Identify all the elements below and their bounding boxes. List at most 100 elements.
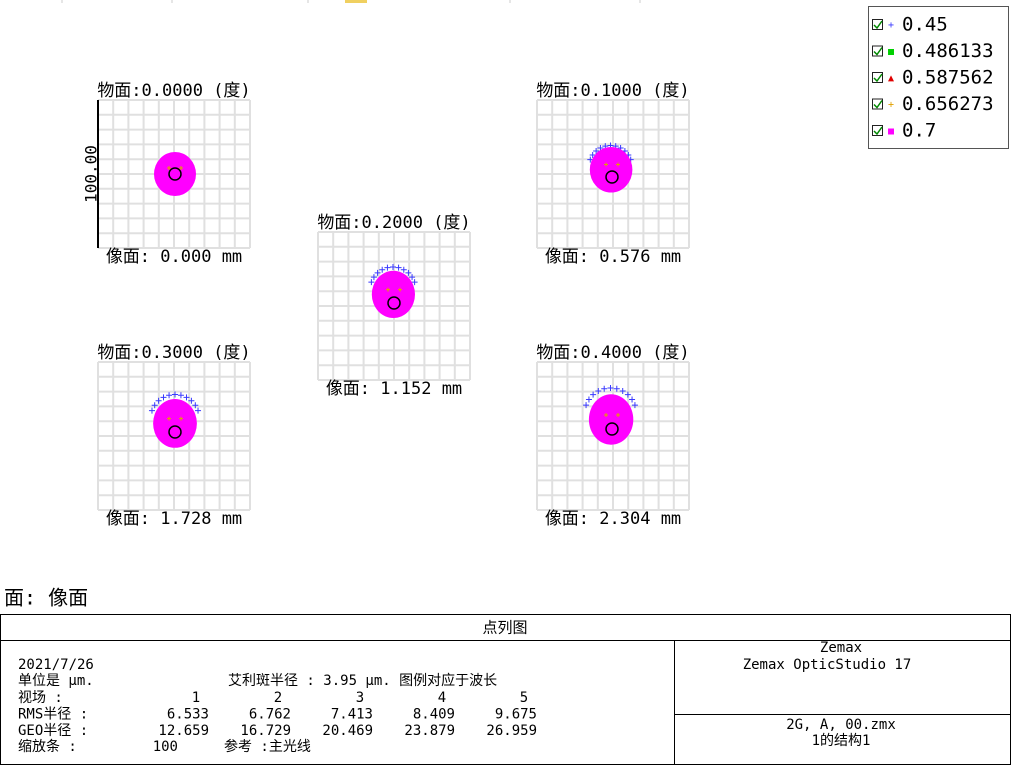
ray-cross <box>629 396 636 403</box>
ray-cross <box>166 392 173 399</box>
ray-mark <box>386 287 390 292</box>
ray-mark <box>179 416 183 421</box>
spot-field: 物面:0.2000 (度) 像面: 1.152 mm <box>317 213 471 399</box>
legend-label: 0.656273 <box>902 93 994 115</box>
legend-marker: + <box>888 100 894 111</box>
ray-cross <box>151 402 158 409</box>
scale-value: 100 <box>153 739 178 755</box>
row-value: 6.533 <box>167 707 209 723</box>
chief-ray <box>168 167 182 181</box>
ray-cross <box>195 407 202 414</box>
row-value: 26.959 <box>486 723 537 739</box>
row-label: 视场 : <box>18 690 63 706</box>
date: 2021/7/26 <box>18 657 94 673</box>
ray-cross <box>593 148 600 155</box>
reference: 参考 :主光线 <box>224 738 311 755</box>
company: Zemax <box>820 640 862 656</box>
row-value: 8.409 <box>413 707 455 723</box>
ray-cross <box>400 266 407 273</box>
ray-cross <box>405 269 412 276</box>
legend-label: 0.587562 <box>902 67 994 89</box>
legend-marker: ■ <box>888 47 894 58</box>
legend-label: 0.486133 <box>902 40 994 62</box>
ray-mark <box>616 413 620 417</box>
ray-mark <box>604 162 608 167</box>
ray-cross <box>379 266 386 273</box>
scale-label: 100.00 <box>82 145 101 203</box>
legend-marker: ■ <box>888 126 894 137</box>
ray-cross <box>370 274 377 281</box>
configuration: 1的结构1 <box>812 733 871 749</box>
ray-cross <box>148 407 155 414</box>
field-title: 物面:0.1000 (度) <box>536 81 689 101</box>
units: 单位是 µm. <box>18 673 94 689</box>
ray-cross <box>177 392 184 399</box>
ray-cross <box>395 264 402 271</box>
ray-cross <box>368 279 375 286</box>
legend-check <box>873 126 883 136</box>
ray-cross <box>613 385 620 392</box>
ray-cross <box>589 151 596 158</box>
ray-cross <box>374 269 381 276</box>
ray-cross <box>597 145 604 152</box>
top-tabs <box>61 0 641 3</box>
ray-cross <box>409 274 416 281</box>
field-title: 物面:0.0000 (度) <box>97 81 250 101</box>
chief-ray <box>168 425 182 439</box>
row-value: 6.762 <box>249 707 291 723</box>
ray-cross <box>160 394 167 401</box>
row-label: RMS半径 : <box>18 707 88 723</box>
row-value: 7.413 <box>331 707 373 723</box>
ray-cross <box>624 391 631 398</box>
ray-mark <box>604 413 608 417</box>
legend-label: 0.7 <box>902 120 936 142</box>
row-label: GEO半径 : <box>18 723 88 739</box>
ray-cross <box>601 385 608 392</box>
row-value: 12.659 <box>158 723 209 739</box>
image-height: 像面: 1.152 mm <box>326 379 462 399</box>
row-value: 2 <box>274 690 282 706</box>
product: Zemax OpticStudio 17 <box>743 657 912 673</box>
chief-ray <box>605 170 619 184</box>
legend-marker: ▲ <box>888 73 894 84</box>
image-height: 像面: 2.304 mm <box>545 509 681 529</box>
image-height: 像面: 0.000 mm <box>106 247 242 267</box>
legend-label: 0.45 <box>902 14 948 36</box>
row-value: 9.675 <box>495 707 537 723</box>
spot-field: 物面:0.0000 (度) 像面: 0.000 mm <box>97 81 251 267</box>
field-title: 物面:0.4000 (度) <box>536 343 689 363</box>
row-value: 23.879 <box>404 723 455 739</box>
ray-cross <box>155 397 162 404</box>
footer-title: 点列图 <box>482 619 527 637</box>
legend-check <box>873 100 883 109</box>
ray-cross <box>384 264 391 271</box>
ray-cross <box>585 396 592 403</box>
row-value: 4 <box>438 690 446 706</box>
legend-checkbox <box>872 72 883 83</box>
ray-cross <box>595 388 602 395</box>
field-title: 物面:0.3000 (度) <box>97 343 250 363</box>
ray-mark <box>167 166 171 170</box>
ray-cross <box>619 388 626 395</box>
row-value: 5 <box>520 690 528 706</box>
row-value: 1 <box>192 690 200 706</box>
legend-checkbox <box>872 125 883 136</box>
spot <box>588 394 634 445</box>
file-name: 2G, A, 00.zmx <box>786 717 896 733</box>
tab-icon <box>345 0 367 3</box>
legend-checkbox <box>872 19 883 30</box>
ray-mark <box>179 166 183 170</box>
ray-cross <box>188 397 195 404</box>
image-height: 像面: 0.576 mm <box>545 247 681 267</box>
ray-cross <box>411 279 418 286</box>
ray-cross <box>631 402 638 409</box>
spot-field: 物面:0.4000 (度) 像面: 2.304 mm <box>536 343 690 529</box>
ray-cross <box>183 394 190 401</box>
spot <box>154 152 196 196</box>
spot <box>371 270 415 318</box>
ray-cross <box>583 402 590 409</box>
legend-checkbox <box>872 98 883 110</box>
legend-check <box>873 20 883 30</box>
